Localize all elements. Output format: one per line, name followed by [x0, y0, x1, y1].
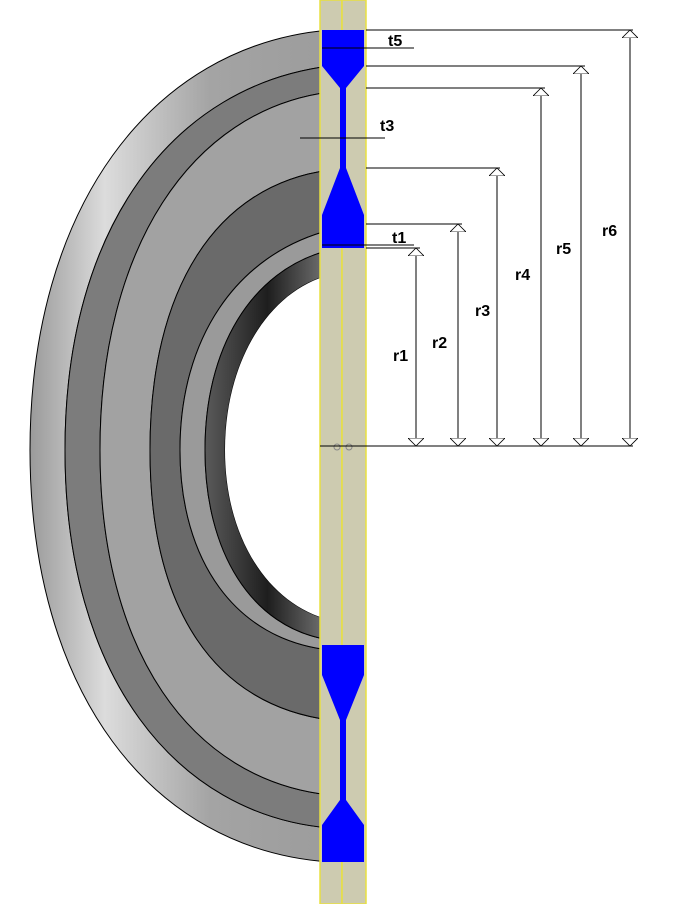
bore-opening: [225, 275, 330, 620]
rim-section-top: [322, 30, 364, 248]
label-r5: r5: [556, 241, 571, 258]
disc-body: [29, 29, 331, 863]
dimension-labels: t5 t3 t1 r1 r2 r3 r4 r5 r6: [380, 33, 617, 365]
section-plane-left: [319, 0, 343, 904]
label-r6: r6: [602, 223, 617, 240]
rim-section-bottom: [322, 645, 364, 862]
dimensions: [300, 29, 633, 447]
label-t1: t1: [392, 230, 406, 247]
label-r3: r3: [475, 303, 490, 320]
label-r2: r2: [432, 335, 447, 352]
cross-section-bottom: [322, 645, 364, 862]
label-r1: r1: [393, 348, 408, 365]
label-t5: t5: [388, 33, 402, 50]
cross-section-top: [322, 30, 364, 248]
label-r4: r4: [515, 267, 530, 284]
label-t3: t3: [380, 118, 394, 135]
center-marker: [333, 443, 353, 451]
